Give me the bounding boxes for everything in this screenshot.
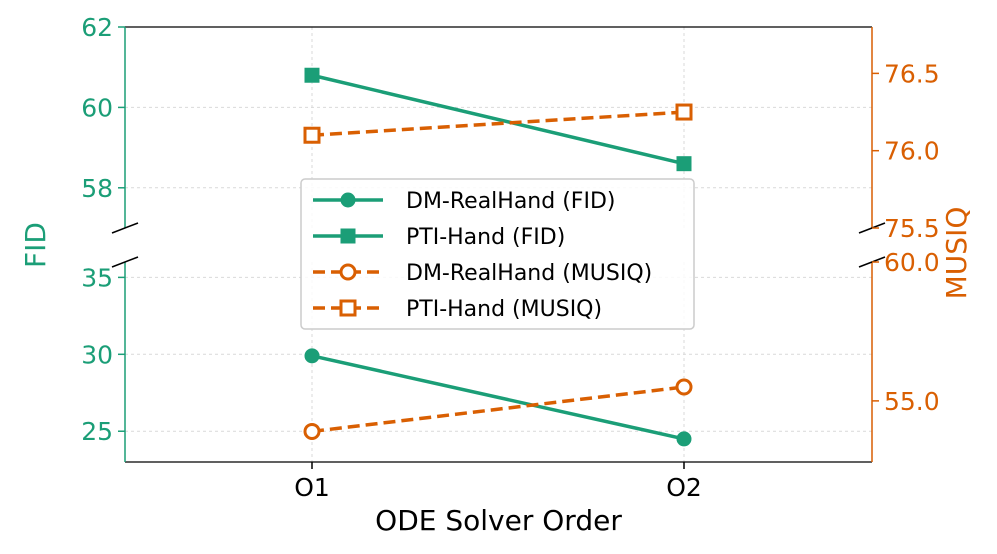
legend-box [300,178,695,330]
series-pti-hand-fid [304,67,692,172]
left-tick-label: 60 [81,93,113,122]
data-point [303,422,321,440]
series-dm-realhand-fid [304,348,692,447]
legend-label: DM-RealHand (MUSIQ) [406,261,652,286]
right-tick-label: 75.5 [884,214,940,243]
series-line [311,354,685,441]
legend-marker [340,228,356,244]
series-dm-realhand-musiq [303,378,693,440]
data-point [675,378,693,396]
legend-marker [339,299,357,317]
series-layer [303,67,693,447]
legend-item: DM-RealHand (FID) [313,189,615,214]
legend-item: DM-RealHand (MUSIQ) [313,261,652,286]
right-axis-title: MUSIQ [940,207,973,300]
left-tick-label: 25 [81,417,113,446]
data-point [675,103,693,121]
data-point [303,126,321,144]
series-line [311,110,685,137]
data-point [304,348,320,364]
series-line [311,385,685,434]
legend-label: PTI-Hand (MUSIQ) [406,297,602,322]
legend-item: PTI-Hand (MUSIQ) [313,297,602,322]
axis-break-mark [111,222,139,234]
x-axis-title: ODE Solver Order [375,504,622,537]
legend-label: DM-RealHand (FID) [406,189,615,214]
axis-break-mark [111,256,139,268]
data-point [304,67,320,83]
legend-marker [339,263,357,281]
left-tick-label: 58 [81,174,113,203]
left-tick-label: 30 [81,340,113,369]
series-pti-hand-musiq [303,103,693,144]
data-point [676,431,692,447]
right-tick-label: 76.5 [884,59,940,88]
right-tick-label: 60.0 [884,248,940,277]
x-tick-label: O1 [294,473,330,502]
axes-layer: 58 60 62 25 30 35 75.5 76.0 76.5 55.0 60.0 O1 O2 [81,13,939,502]
legend-marker [340,192,356,208]
legend-label: PTI-Hand (FID) [406,225,565,250]
legend-item: PTI-Hand (FID) [313,225,565,250]
legend: DM-RealHand (FID) PTI-Hand (FID) DM-RealHa… [300,178,695,330]
left-axis-title: FID [19,222,52,268]
right-tick-label: 76.0 [884,137,940,166]
left-tick-label: 62 [81,13,113,42]
right-tick-label: 55.0 [884,387,940,416]
x-tick-label: O2 [666,473,702,502]
left-tick-label: 35 [81,263,113,292]
series-line [311,73,685,166]
data-point [676,156,692,172]
